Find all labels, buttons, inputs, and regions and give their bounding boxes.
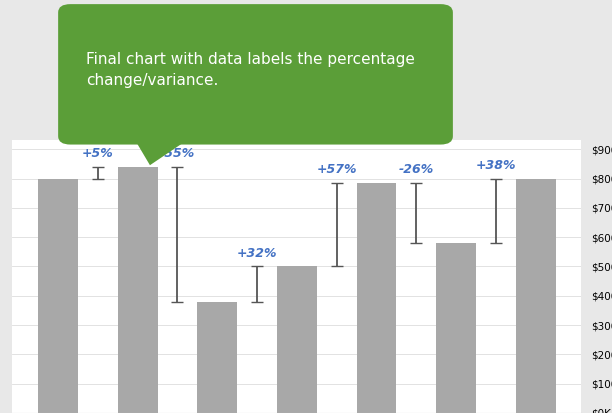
- Text: +38%: +38%: [476, 159, 516, 172]
- Text: +5%: +5%: [82, 147, 114, 160]
- Bar: [516, 178, 556, 413]
- Text: -55%: -55%: [160, 147, 195, 160]
- Text: Final chart with data labels the percentage
change/variance.: Final chart with data labels the percent…: [86, 52, 414, 88]
- Text: +57%: +57%: [316, 164, 357, 176]
- Bar: [357, 183, 397, 413]
- Text: +32%: +32%: [237, 247, 277, 260]
- Bar: [277, 266, 317, 413]
- Bar: [436, 243, 476, 413]
- Title: Annual Revenue Trend: Annual Revenue Trend: [204, 115, 390, 133]
- Bar: [38, 178, 78, 413]
- Bar: [197, 302, 237, 413]
- Bar: [118, 167, 157, 413]
- Text: -26%: -26%: [398, 164, 434, 176]
